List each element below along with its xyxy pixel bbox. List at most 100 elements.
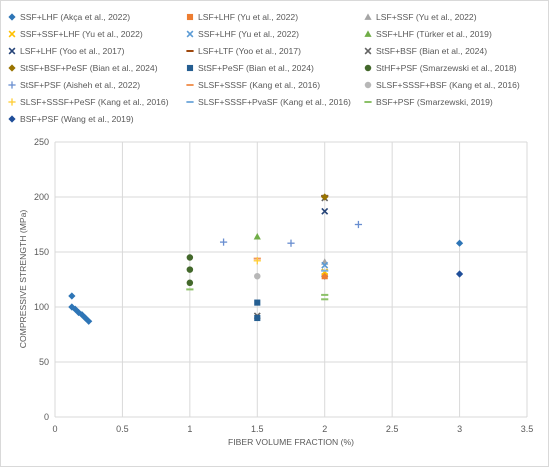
legend-item: SSF+LHF (Akça et al., 2022) [6, 11, 184, 23]
data-point [253, 233, 261, 240]
data-point [253, 257, 261, 265]
legend-label: SSF+LHF (Yu et al., 2022) [198, 28, 300, 39]
legend-item: SLSF+SSSF (Kang et al., 2016) [184, 79, 362, 91]
data-point [68, 292, 76, 300]
data-point [254, 272, 261, 280]
data-point [321, 207, 329, 215]
legend-label: StSF+BSF (Bian et al., 2024) [376, 45, 488, 56]
y-tick-label: 50 [39, 357, 49, 367]
legend-label: StHF+PSF (Smarzewski et al., 2018) [376, 62, 517, 73]
data-point [455, 270, 464, 278]
legend-label: LSF+LHF (Yoo et al., 2017) [20, 45, 125, 56]
x-tick-label: 3 [457, 424, 462, 434]
y-tick-label: 250 [34, 137, 49, 147]
data-point [354, 220, 363, 229]
legend-item: StSF+BSF+PeSF (Bian et al., 2024) [6, 62, 184, 74]
x-tick-label: 2 [322, 424, 327, 434]
legend-item: SLSF+SSSF+BSF (Kang et al., 2016) [362, 79, 540, 91]
legend-label: SLSF+SSSF+BSF (Kang et al., 2016) [376, 79, 520, 90]
legend-label: StSF+PSF (Aisheh et al., 2022) [20, 79, 141, 90]
legend-marker-icon [364, 81, 372, 88]
legend-label: StSF+BSF+PeSF (Bian et al., 2024) [20, 62, 158, 73]
x-tick-label: 1.5 [251, 424, 264, 434]
legend-item: StHF+PSF (Smarzewski et al., 2018) [362, 62, 540, 74]
data-point [219, 238, 228, 246]
legend-marker-icon [364, 64, 372, 71]
data-point [287, 239, 295, 247]
x-tick-label: 3.5 [521, 424, 534, 434]
data-point [321, 261, 329, 269]
grid [54, 141, 528, 418]
legend-row: SLSF+SSSF+PeSF (Kang et al., 2016) SLSF+S… [6, 93, 546, 110]
legend-marker-icon [8, 12, 16, 21]
legend-marker-icon [186, 64, 194, 71]
legend-marker-icon [364, 29, 372, 37]
legend-marker-icon [186, 100, 194, 103]
legend-marker-icon [364, 100, 372, 103]
legend-marker-icon [8, 80, 16, 89]
legend-marker-icon [364, 47, 372, 54]
y-tick-label: 0 [44, 412, 49, 422]
legend-marker-icon [364, 12, 372, 20]
x-axis-label: FIBER VOLUME FRACTION (%) [228, 437, 354, 447]
x-tick-label: 1 [187, 424, 192, 434]
data-point [254, 299, 261, 306]
legend-item: SLSF+SSSF+PvaSF (Kang et al., 2016) [184, 96, 362, 108]
y-tick-label: 150 [34, 247, 49, 257]
legend-label: SSF+LHF (Türker et al., 2019) [376, 28, 492, 39]
legend-row: StSF+BSF+PeSF (Bian et al., 2024) StSF+Pe… [6, 59, 546, 76]
data-point [455, 239, 464, 247]
legend-item: SSF+LHF (Yu et al., 2022) [184, 28, 362, 40]
legend-item: StSF+BSF (Bian et al., 2024) [362, 45, 540, 57]
y-axis-label: COMPRESSIVE STRENGTH (MPa) [18, 210, 28, 349]
data-point [186, 279, 194, 287]
x-tick-label: 2.5 [386, 424, 399, 434]
legend-marker-icon [186, 49, 194, 52]
legend-label: SSF+LHF (Akça et al., 2022) [20, 11, 131, 22]
legend-item: LSF+LHF (Yoo et al., 2017) [6, 45, 184, 57]
legend-row: SSF+SSF+LHF (Yu et al., 2022) SSF+LHF (Yu… [6, 25, 546, 42]
legend-label: BSF+PSF (Smarzewski, 2019) [376, 96, 493, 107]
legend-marker-icon [186, 13, 194, 20]
legend-marker-icon [8, 97, 16, 106]
data-point [254, 314, 261, 322]
legend-item: StSF+PeSF (Bian et al., 2024) [184, 62, 362, 74]
data-point [321, 193, 329, 201]
legend-item: SLSF+SSSF+PeSF (Kang et al., 2016) [6, 96, 184, 108]
legend-row: StSF+PSF (Aisheh et al., 2022) SLSF+SSSF … [6, 76, 546, 93]
x-tick-label: 0.5 [116, 424, 129, 434]
legend-label: SSF+SSF+LHF (Yu et al., 2022) [20, 28, 143, 39]
legend-marker-icon [8, 63, 16, 72]
legend-label: SLSF+SSSF (Kang et al., 2016) [198, 79, 321, 90]
legend-label: LSF+SSF (Yu et al., 2022) [376, 11, 477, 22]
data-point [85, 317, 93, 325]
legend-row: SSF+LHF (Akça et al., 2022) LSF+LHF (Yu e… [6, 8, 546, 25]
legend-item: BSF+PSF (Smarzewski, 2019) [362, 96, 540, 108]
legend-label: BSF+PSF (Wang et al., 2019) [20, 113, 134, 124]
x-tick-label: 0 [52, 424, 57, 434]
legend-row: LSF+LHF (Yoo et al., 2017) LSF+LTF (Yoo e… [6, 42, 546, 59]
data-points [68, 193, 464, 325]
y-tick-label: 100 [34, 302, 49, 312]
legend-label: StSF+PeSF (Bian et al., 2024) [198, 62, 314, 73]
legend-row: BSF+PSF (Wang et al., 2019) [6, 110, 546, 127]
legend-marker-icon [186, 83, 194, 86]
legend-label: LSF+LHF (Yu et al., 2022) [198, 11, 299, 22]
legend-marker-icon [186, 30, 194, 37]
legend: SSF+LHF (Akça et al., 2022) LSF+LHF (Yu e… [6, 8, 546, 127]
tick-labels: 0 50 100 150 200 250 0 0.5 1 1.5 2 2.5 3 3.5 [34, 137, 533, 434]
legend-item: StSF+PSF (Aisheh et al., 2022) [6, 79, 184, 91]
legend-label: LSF+LTF (Yoo et al., 2017) [198, 45, 301, 56]
data-point [186, 254, 194, 261]
legend-marker-icon [8, 114, 16, 123]
legend-item: LSF+LHF (Yu et al., 2022) [184, 11, 362, 23]
legend-item: SSF+LHF (Türker et al., 2019) [362, 28, 540, 40]
legend-item: SSF+SSF+LHF (Yu et al., 2022) [6, 28, 184, 40]
data-point [321, 273, 328, 280]
legend-label: SLSF+SSSF+PeSF (Kang et al., 2016) [20, 96, 169, 107]
legend-marker-icon [8, 47, 16, 54]
legend-item: LSF+SSF (Yu et al., 2022) [362, 11, 540, 23]
data-point [186, 266, 194, 273]
